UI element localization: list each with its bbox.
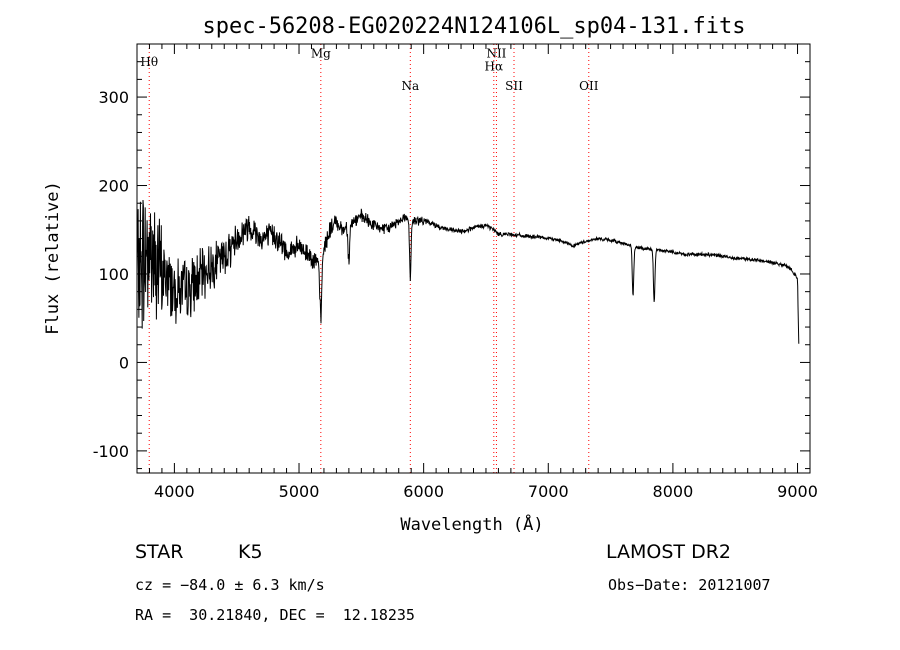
object-subclass: K5 (238, 541, 263, 563)
observation-date: Obs−Date: 20121007 (608, 576, 771, 594)
x-axis-label: Wavelength (Å) (400, 513, 543, 535)
line-label-5: SII (505, 79, 523, 93)
plot-border (136, 43, 811, 474)
object-type: STAR (135, 541, 184, 563)
line-label-3: NII (486, 46, 506, 60)
spectrum-series (136, 199, 800, 344)
axis-ticks: 4000 5000 6000 7000 8000 9000 -100 0 100 200 300 (93, 44, 818, 501)
x-tick-label-2: 6000 (403, 482, 444, 501)
line-label-2: Na (401, 79, 419, 93)
x-tick-label-4: 8000 (653, 482, 694, 501)
chart-title: spec-56208-EG020224N124106L_sp04-131.fit… (202, 14, 745, 39)
y-tick-label-4: 300 (98, 88, 129, 107)
y-axis-label: Flux (relative) (43, 181, 63, 335)
x-tick-label-1: 5000 (279, 482, 320, 501)
spectrum-line (136, 199, 800, 344)
line-label-1: Mg (311, 46, 331, 60)
redshift-velocity: cz = −84.0 ± 6.3 km/s (135, 576, 325, 594)
x-tick-label-0: 4000 (154, 482, 195, 501)
x-tick-label-5: 9000 (777, 482, 818, 501)
line-label-6: OII (579, 79, 599, 93)
y-tick-label-1: 0 (119, 353, 129, 372)
y-tick-label-0: -100 (93, 442, 129, 461)
coordinates: RA = 30.21840, DEC = 12.18235 (135, 606, 415, 624)
y-tick-label-2: 100 (98, 265, 129, 284)
plot-frame (136, 43, 811, 474)
line-label-0: Hθ (140, 55, 158, 69)
x-tick-label-3: 7000 (528, 482, 569, 501)
survey-name: LAMOST DR2 (606, 541, 731, 563)
y-tick-label-3: 200 (98, 177, 129, 196)
line-label-4: Hα (485, 60, 504, 74)
